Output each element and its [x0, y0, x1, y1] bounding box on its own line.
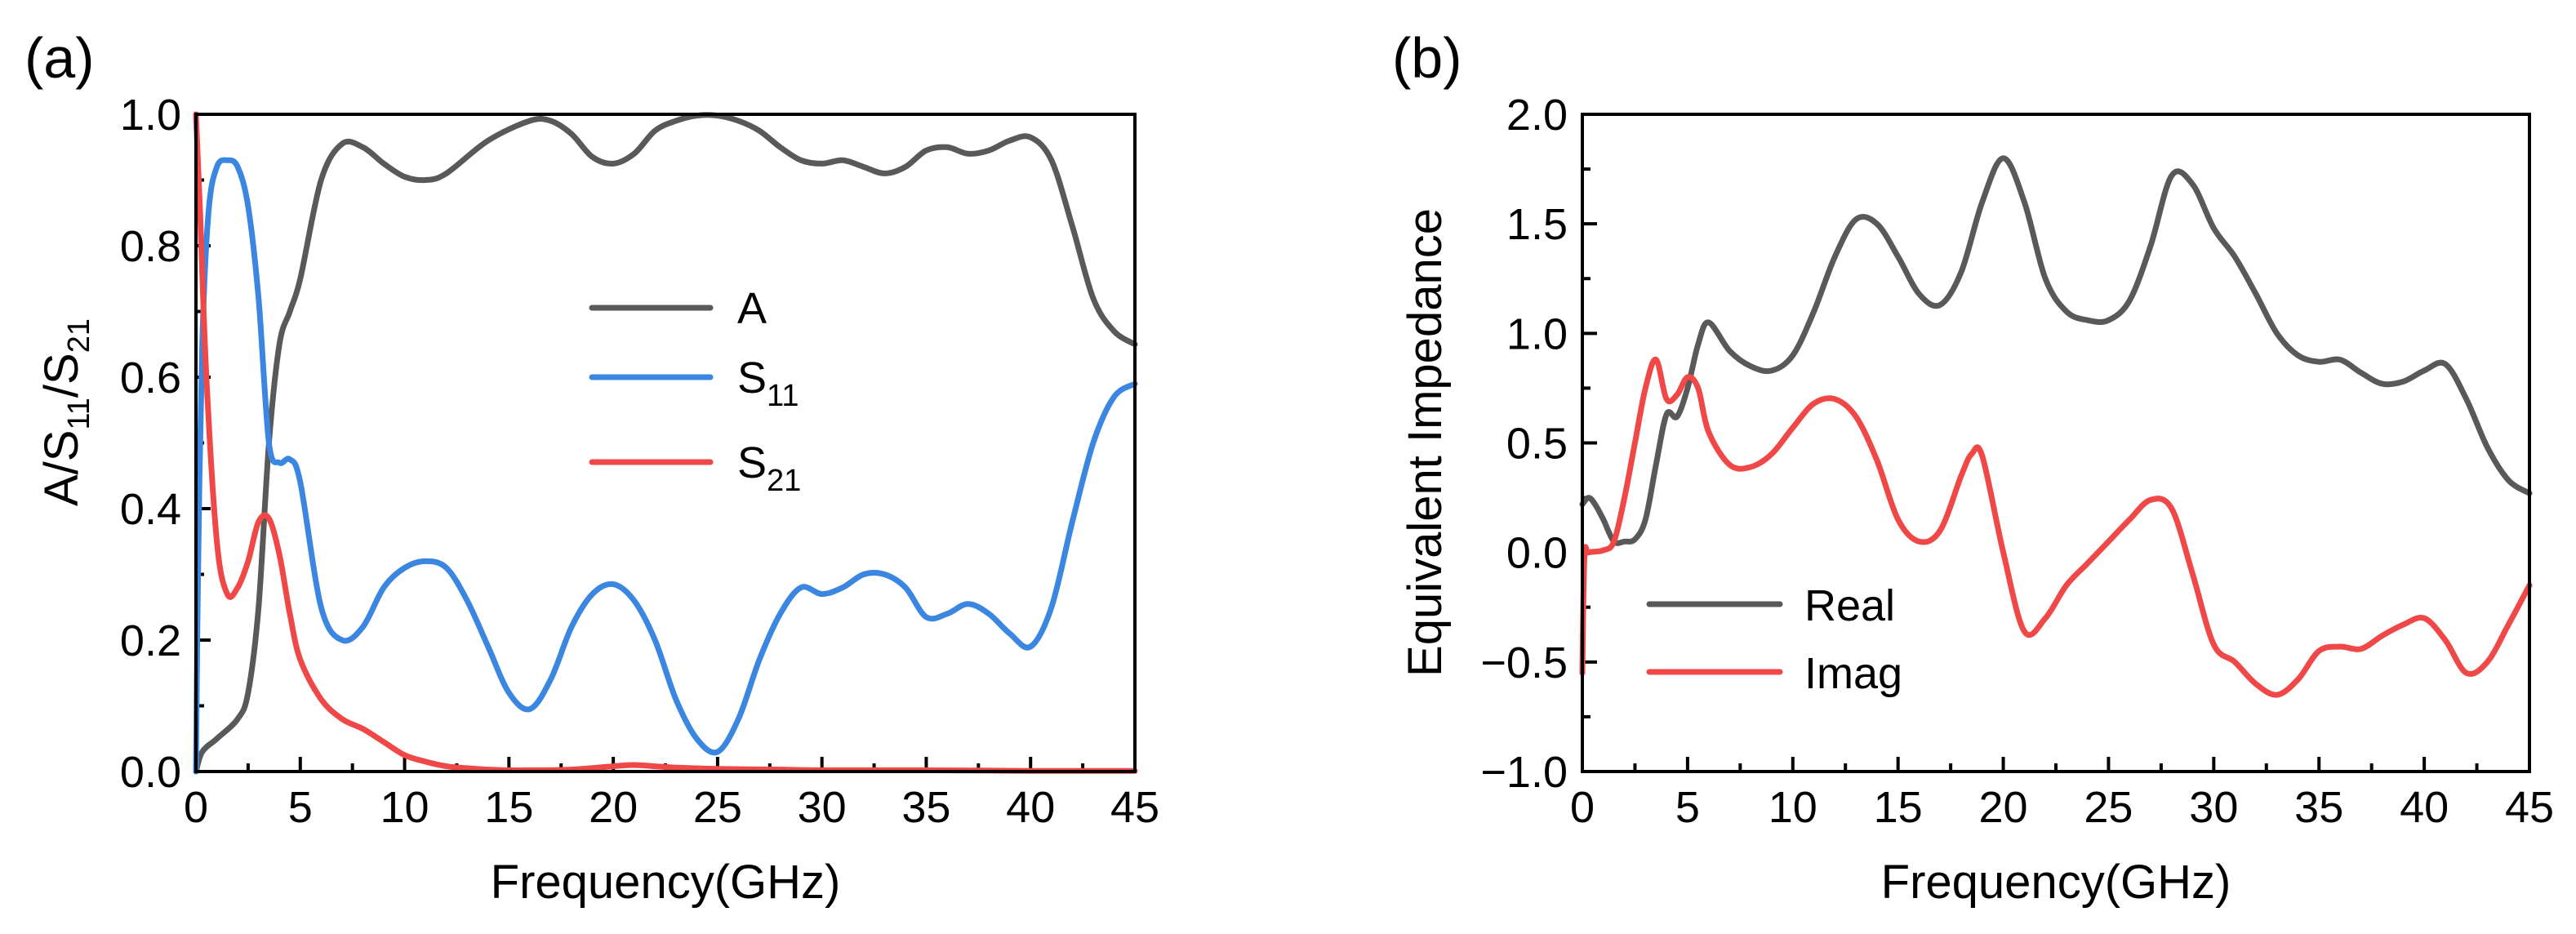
- x-tick-label: 10: [1768, 783, 1817, 832]
- y-tick-label: 1.0: [1506, 309, 1568, 358]
- panel-a-y-title-slash: /S: [35, 353, 88, 398]
- y-tick-label: −0.5: [1480, 638, 1568, 687]
- y-tick-label: −1.0: [1480, 748, 1568, 797]
- panel-b-plot-frame: [1581, 113, 2531, 773]
- panel-b-label: (b): [1392, 26, 1462, 90]
- series-line-s21: [193, 111, 1138, 774]
- panel-b-series: [1579, 155, 2533, 698]
- legend-label-a: A: [737, 284, 767, 333]
- legend-label-imag: Imag: [1804, 649, 1902, 698]
- panel-b: (b) Equivalent Impedance 0 5 10 15 20 25 30 35 4…: [1392, 26, 2554, 909]
- series-line-a: [193, 112, 1138, 775]
- x-tick-label: 0: [184, 783, 208, 832]
- y-tick-label: 1.0: [120, 91, 181, 140]
- x-tick-label: 15: [484, 783, 533, 832]
- x-tick-label: 30: [2189, 783, 2238, 832]
- y-tick-label: 0.6: [120, 354, 181, 403]
- panel-a-y-axis-title: A/S11/S21: [35, 318, 96, 506]
- y-tick-label: 2.0: [1506, 91, 1568, 140]
- y-tick-label: 0.0: [1506, 529, 1568, 578]
- x-tick-label: 10: [380, 783, 429, 832]
- x-tick-label: 25: [693, 783, 742, 832]
- panel-b-legend: Real Imag: [1646, 581, 1902, 698]
- panel-a-x-axis-title: Frequency(GHz): [491, 856, 841, 909]
- panel-a-legend: A S11 S21: [589, 284, 801, 498]
- series-line-real: [1579, 155, 2533, 546]
- x-tick-label: 5: [1675, 783, 1700, 832]
- x-tick-label: 40: [2400, 783, 2449, 832]
- x-tick-label: 30: [798, 783, 847, 832]
- y-tick-label: 0.2: [120, 616, 181, 665]
- panel-a-series: [193, 111, 1138, 775]
- x-tick-label: 35: [2294, 783, 2343, 832]
- panel-a-plot-frame: [194, 113, 1137, 773]
- series-line-s11: [193, 157, 1138, 775]
- x-tick-label: 0: [1570, 783, 1595, 832]
- x-tick-label: 40: [1006, 783, 1055, 832]
- x-tick-label: 45: [1110, 783, 1159, 832]
- y-tick-label: 0.5: [1506, 420, 1568, 469]
- panel-b-x-axis-title: Frequency(GHz): [1881, 856, 2231, 909]
- panel-b-tick-labels: 0 5 10 15 20 25 30 35 40 45 −1.0 −0.5 0.0 0.5 1.0 1.5 2.…: [1480, 91, 2554, 832]
- panel-a-y-title-sub21: 21: [62, 318, 96, 353]
- y-tick-label: 0.8: [120, 222, 181, 271]
- y-tick-label: 0.0: [120, 748, 181, 797]
- panel-b-y-axis-title: Equivalent Impedance: [1399, 208, 1452, 677]
- x-tick-label: 20: [589, 783, 638, 832]
- x-tick-label: 45: [2505, 783, 2554, 832]
- panel-a: (a) A/S11/S21 0 5 10 15 20 25 30 35 40 45 0.0 0.2 0.…: [24, 26, 1159, 909]
- x-tick-label: 35: [901, 783, 950, 832]
- panel-a-tick-labels: 0 5 10 15 20 25 30 35 40 45 0.0 0.2 0.4 0.6 0.8 1.0: [120, 91, 1159, 832]
- legend-label-s21: S21: [737, 438, 801, 498]
- panel-a-y-title-sub11: 11: [62, 398, 96, 429]
- y-tick-label: 1.5: [1506, 200, 1568, 249]
- x-tick-label: 15: [1874, 783, 1923, 832]
- panel-a-label: (a): [24, 26, 95, 90]
- legend-label-s11: S11: [737, 354, 799, 413]
- panel-a-y-title-a: A/S: [35, 430, 88, 507]
- x-tick-label: 25: [2084, 783, 2133, 832]
- y-tick-label: 0.4: [120, 485, 181, 534]
- series-line-imag: [1579, 357, 2533, 698]
- x-tick-label: 5: [288, 783, 313, 832]
- x-tick-label: 20: [1979, 783, 2028, 832]
- legend-label-real: Real: [1804, 581, 1895, 630]
